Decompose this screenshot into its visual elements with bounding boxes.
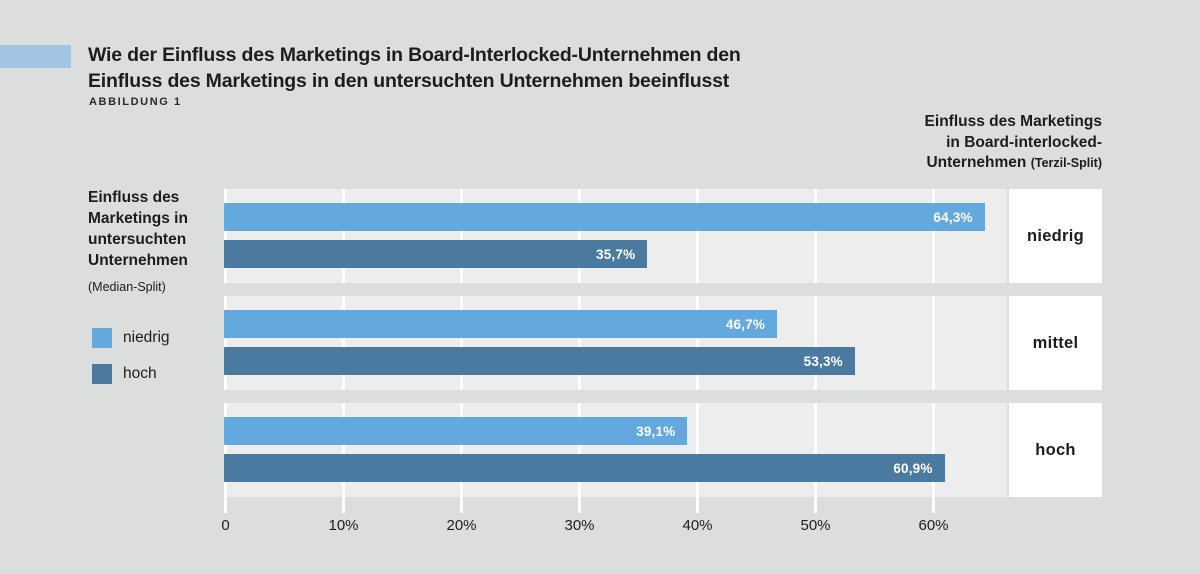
x-axis-tick-label: 30% <box>564 517 595 534</box>
legend-label-niedrig: niedrig <box>123 329 170 346</box>
left-axis-label: Einfluss des Marketings in untersuchten … <box>88 187 188 298</box>
right-header-line1: Einfluss des Marketings <box>924 113 1102 130</box>
chart-row-hoch: 39,1% 60,9% <box>224 403 1007 497</box>
gridline-0 <box>224 296 227 390</box>
bar-value-label: 39,1% <box>636 423 676 439</box>
x-axis-tick-label: 20% <box>446 517 477 534</box>
gridline-10% <box>342 296 345 390</box>
gridline-30% <box>578 296 581 390</box>
right-axis-group-header: Einfluss des Marketings in Board-interlo… <box>925 112 1102 174</box>
category-box-mittel: mittel <box>1009 296 1102 390</box>
gridline-40% <box>696 296 699 390</box>
x-axis-tick-label: 60% <box>918 517 949 534</box>
left-label-line2: Marketings in <box>88 210 188 227</box>
bar-hoch-niedrig: 35,7% <box>224 240 648 268</box>
bar-value-label: 35,7% <box>596 246 636 262</box>
gridline-0 <box>224 403 227 497</box>
figure-title-line2: Einfluss des Marketings in den untersuch… <box>88 70 730 92</box>
gridline-60% <box>932 189 935 283</box>
bar-value-label: 53,3% <box>803 353 843 369</box>
title-accent-swatch <box>0 45 71 68</box>
gridline-60% <box>932 296 935 390</box>
gridline-30% <box>578 189 581 283</box>
gridline-10% <box>342 403 345 497</box>
figure-number-label: ABBILDUNG 1 <box>89 96 182 108</box>
left-label-line3: untersuchten <box>88 231 187 248</box>
legend-swatch-niedrig <box>92 328 112 348</box>
x-axis-tick <box>814 497 817 513</box>
bar-value-label: 60,9% <box>893 460 933 476</box>
bar-hoch-mittel: 53,3% <box>224 347 855 375</box>
bar-value-label: 46,7% <box>725 316 766 332</box>
bar-niedrig-niedrig: 64,3% <box>224 203 985 231</box>
left-label-line1: Einfluss des <box>88 189 180 206</box>
x-axis-tick <box>460 497 463 513</box>
x-axis-tick-label: 10% <box>328 517 359 534</box>
legend-label-hoch: hoch <box>123 365 157 382</box>
gridline-30% <box>578 403 581 497</box>
gridline-50% <box>814 403 817 497</box>
left-label-line4: Unternehmen <box>88 252 188 269</box>
bar-hoch-hoch: 60,9% <box>224 454 945 482</box>
figure-title-line1: Wie der Einfluss des Marketings in Board… <box>88 44 741 66</box>
gridline-60% <box>932 403 935 497</box>
right-header-line3: Unternehmen (Terzil-Split) <box>926 154 1102 171</box>
gridline-10% <box>342 189 345 283</box>
x-axis-tick <box>224 497 227 513</box>
legend-item-hoch: hoch <box>92 364 170 384</box>
category-box-niedrig: niedrig <box>1009 189 1102 283</box>
x-axis: 0 10% 20% 30% 40% 50% 60% <box>221 497 1007 542</box>
x-axis-tick <box>578 497 581 513</box>
legend: niedrig hoch <box>92 328 170 400</box>
x-axis-tick-label: 50% <box>800 517 831 534</box>
legend-item-niedrig: niedrig <box>92 328 170 348</box>
chart-row-niedrig: 64,3% 35,7% <box>224 189 1007 283</box>
bar-niedrig-mittel: 46,7% <box>224 310 778 338</box>
chart-row-mittel: 46,7% 53,3% <box>224 296 1007 390</box>
gridline-40% <box>696 403 699 497</box>
terzil-split-note: (Terzil-Split) <box>1030 156 1102 170</box>
gridline-20% <box>460 403 463 497</box>
figure-title: Wie der Einfluss des Marketings in Board… <box>88 42 741 94</box>
x-axis-tick-label: 40% <box>682 517 713 534</box>
right-header-line2: in Board-interlocked- <box>946 133 1102 151</box>
category-box-hoch: hoch <box>1009 403 1102 497</box>
x-axis-tick <box>342 497 345 513</box>
gridline-0 <box>224 189 227 283</box>
gridline-20% <box>460 189 463 283</box>
x-axis-tick <box>696 497 699 513</box>
gridline-50% <box>814 296 817 390</box>
x-axis-tick <box>932 497 935 513</box>
gridline-50% <box>814 189 817 283</box>
gridline-40% <box>696 189 699 283</box>
gridline-20% <box>460 296 463 390</box>
bar-niedrig-hoch: 39,1% <box>224 417 688 445</box>
bar-value-label: 64,3% <box>933 209 973 225</box>
legend-swatch-hoch <box>92 364 112 384</box>
x-axis-tick-label: 0 <box>221 517 230 534</box>
median-split-note: (Median-Split) <box>88 280 166 294</box>
